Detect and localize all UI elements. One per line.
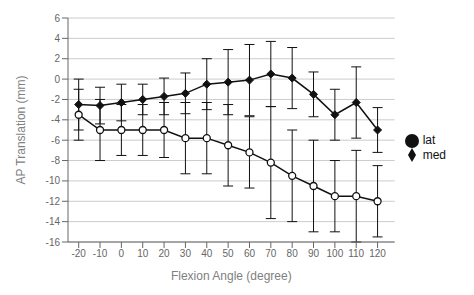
svg-text:-8: -8: [51, 155, 60, 166]
svg-text:Flexion Angle (degree): Flexion Angle (degree): [171, 269, 292, 283]
svg-text:-20: -20: [71, 248, 86, 259]
svg-text:60: 60: [244, 248, 256, 259]
svg-text:80: 80: [287, 248, 299, 259]
svg-text:-16: -16: [46, 237, 61, 248]
svg-text:120: 120: [369, 248, 386, 259]
svg-text:50: 50: [223, 248, 235, 259]
svg-text:90: 90: [308, 248, 320, 259]
svg-text:6: 6: [54, 13, 60, 24]
svg-text:30: 30: [180, 248, 192, 259]
html-text:lat: lat: [422, 132, 436, 147]
svg-text:10: 10: [137, 248, 149, 259]
svg-text:20: 20: [159, 248, 171, 259]
svg-text:-2: -2: [51, 94, 60, 105]
svg-text:70: 70: [265, 248, 277, 259]
svg-text:-4: -4: [51, 114, 60, 125]
svg-text:-14: -14: [46, 216, 61, 227]
svg-text:-10: -10: [46, 175, 61, 186]
svg-text:4: 4: [54, 33, 60, 44]
svg-text:-12: -12: [46, 196, 61, 207]
svg-text:2: 2: [54, 53, 60, 64]
svg-text:0: 0: [119, 248, 125, 259]
svg-text:-10: -10: [93, 248, 108, 259]
svg-text:AP Translation (mm): AP Translation (mm): [14, 75, 28, 184]
svg-text:40: 40: [201, 248, 213, 259]
svg-text:100: 100: [327, 248, 344, 259]
svg-text:-6: -6: [51, 135, 60, 146]
svg-text:110: 110: [348, 248, 364, 259]
html-text:med: med: [422, 147, 446, 162]
svg-text:0: 0: [54, 74, 60, 85]
